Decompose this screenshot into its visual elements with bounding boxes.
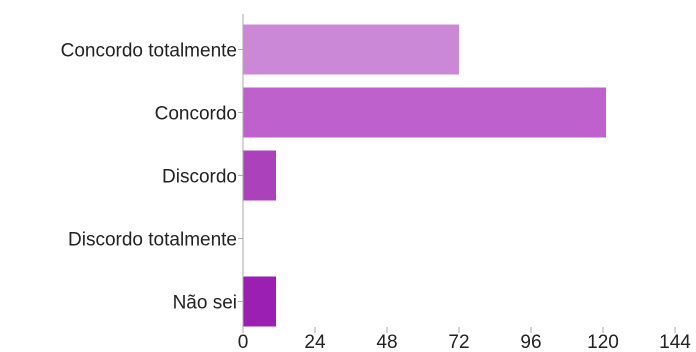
x-tick-label-96: 96 <box>520 332 541 352</box>
x-tick-label-120: 120 <box>587 332 619 352</box>
x-tick-label-144: 144 <box>659 332 691 352</box>
bars-group <box>243 24 606 327</box>
bar-nao-sei <box>243 276 276 327</box>
x-tick-labels: 0 24 48 72 96 120 144 <box>238 327 691 352</box>
bar-concordo-totalmente <box>243 24 459 75</box>
x-tick-label-24: 24 <box>304 332 326 352</box>
y-tick-marks <box>238 49 243 302</box>
x-tick-label-48: 48 <box>376 332 397 352</box>
category-label-concordo: Concordo <box>155 104 237 125</box>
x-tick-label-72: 72 <box>448 332 469 352</box>
x-tick-label-0: 0 <box>238 332 249 352</box>
category-labels: Concordo totalmente Concordo Discordo Disco… <box>61 41 237 314</box>
bar-discordo <box>243 150 276 201</box>
category-label-discordo: Discordo <box>162 167 237 188</box>
category-label-nao-sei: Não sei <box>173 293 237 314</box>
category-label-concordo-totalmente: Concordo totalmente <box>61 41 237 62</box>
bar-concordo <box>243 87 606 138</box>
category-label-discordo-totalmente: Discordo totalmente <box>68 230 237 251</box>
